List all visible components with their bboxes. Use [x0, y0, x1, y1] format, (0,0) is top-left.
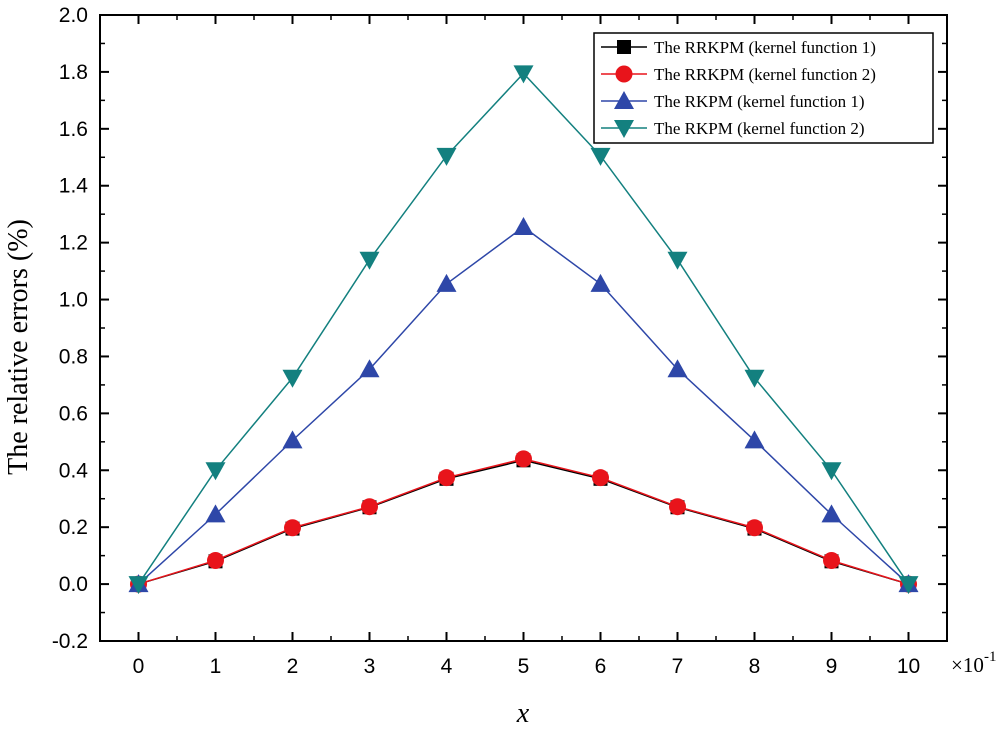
x-tick-label: 9	[826, 655, 838, 678]
x-tick-label: 1	[210, 655, 222, 678]
x-tick-label: 4	[441, 655, 453, 678]
series-3-point	[744, 430, 765, 449]
x-tick-label: 7	[672, 655, 684, 678]
y-tick-label: 1.8	[59, 61, 88, 84]
series-4-point	[667, 251, 688, 270]
y-tick-label: 1.6	[59, 118, 88, 141]
series-4-point	[744, 369, 765, 388]
legend-marker-3	[614, 91, 634, 109]
series-4-point	[128, 576, 149, 595]
series-3-point	[821, 504, 842, 523]
series-4	[128, 65, 919, 595]
y-tick-label: 0.2	[59, 516, 88, 539]
series-2-point	[592, 469, 609, 487]
series-3-point	[359, 359, 380, 378]
x-axis: 0 1 2 3 4 5 6 7 8 9 10	[133, 15, 920, 678]
series-4-point	[821, 462, 842, 481]
legend: The RRKPM (kernel function 1) The RRKPM (…	[593, 32, 934, 144]
series-2-point	[438, 469, 455, 487]
series-3-point	[205, 504, 226, 523]
legend-marker-1	[617, 40, 631, 54]
y-tick-label: 1.2	[59, 232, 88, 255]
x-tick-label: 10	[897, 655, 920, 678]
x-multiplier-label: ×10	[951, 653, 984, 677]
y-tick-label: 1.4	[59, 175, 89, 198]
y-tick-label: 1.0	[59, 289, 88, 312]
series-4-point	[590, 147, 611, 166]
series-4-point	[359, 251, 380, 270]
series-4-point	[282, 369, 303, 388]
series-3-point	[590, 273, 611, 292]
series-2-point	[823, 551, 840, 569]
series-2	[130, 450, 917, 593]
series-2-point	[515, 450, 532, 468]
legend-box	[593, 32, 934, 144]
y-tick-label: 0.4	[59, 459, 89, 482]
y-tick-label: 0.6	[59, 402, 88, 425]
series-4-point	[513, 65, 534, 84]
series-2-point	[746, 519, 763, 537]
x-tick-label: 3	[364, 655, 376, 678]
x-tick-label: 2	[287, 655, 299, 678]
series-2-point	[284, 519, 301, 537]
series-2-point	[207, 551, 224, 569]
series-layer	[128, 65, 919, 595]
series-3-point	[667, 359, 688, 378]
legend-marker-4	[614, 120, 634, 138]
series-4-point	[898, 576, 919, 595]
x-tick-label: 5	[518, 655, 530, 678]
x-tick-label: 0	[133, 655, 145, 678]
series-3-point	[513, 216, 534, 235]
y-tick-label: 2.0	[59, 4, 88, 27]
series-2-point	[669, 498, 686, 516]
legend-label-3: The RKPM (kernel function 1)	[654, 92, 865, 111]
legend-label-4: The RKPM (kernel function 2)	[654, 119, 865, 138]
series-4-point	[436, 147, 457, 166]
legend-marker-2	[615, 65, 633, 83]
x-tick-label: 6	[595, 655, 607, 678]
y-axis-label: The relative errors (%)	[3, 219, 34, 475]
y-tick-label: -0.2	[52, 630, 88, 653]
legend-label-1: The RRKPM (kernel function 1)	[654, 38, 876, 57]
legend-label-2: The RRKPM (kernel function 2)	[654, 65, 876, 84]
series-3-point	[282, 430, 303, 449]
y-tick-label: 0.8	[59, 345, 88, 368]
x-tick-label: 8	[749, 655, 761, 678]
x-axis-label: x	[516, 698, 530, 729]
x-multiplier-exponent: -1	[984, 649, 997, 665]
series-4-point	[205, 462, 226, 481]
y-axis: -0.2 0.0 0.2 0.4 0.6 0.8 1.0 1.2 1.4 1.6 1.8 2.0	[52, 4, 947, 653]
series-3-point	[436, 273, 457, 292]
y-tick-label: 0.0	[59, 573, 88, 596]
series-2-point	[361, 498, 378, 516]
